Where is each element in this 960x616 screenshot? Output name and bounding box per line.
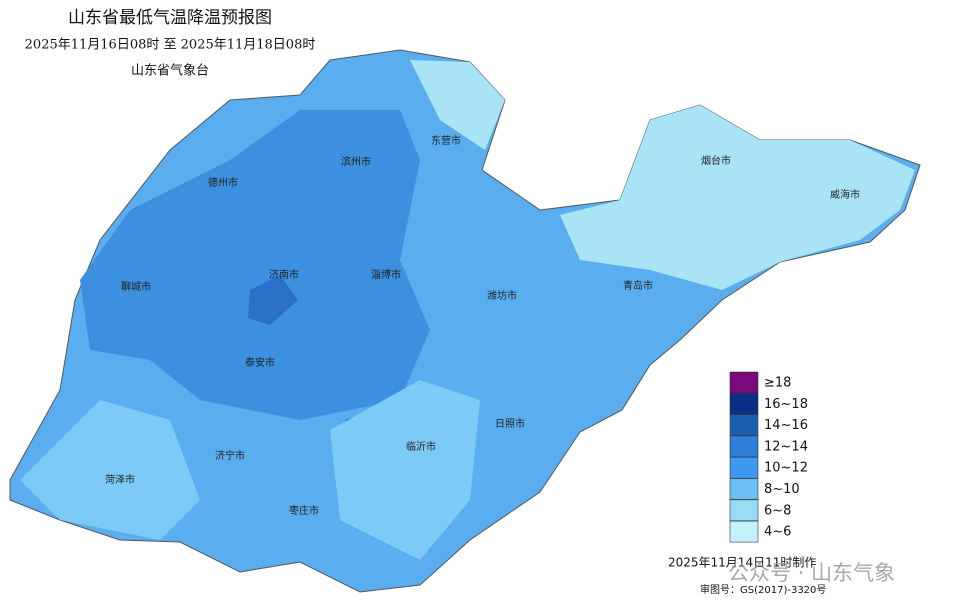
city-label: 东营市: [431, 134, 461, 147]
legend-label: 4~6: [764, 525, 791, 540]
city-label: 滨州市: [341, 155, 371, 168]
legend-label: 8~10: [764, 482, 800, 497]
city-label: 聊城市: [121, 280, 151, 293]
title: 山东省最低气温降温预报图: [68, 8, 272, 28]
city-label: 威海市: [830, 188, 860, 201]
legend-swatch: [729, 392, 759, 415]
city-label: 泰安市: [245, 356, 275, 369]
city-label: 青岛市: [623, 279, 653, 292]
legend-swatch: [729, 499, 759, 522]
period: 2025年11月16日08时 至 2025年11月18日08时: [25, 38, 316, 53]
legend-swatch: [729, 371, 759, 394]
legend-label: ≥18: [764, 376, 791, 391]
cool-region-north: [410, 60, 505, 150]
legend: ≥18 16~18 14~16 12~14 10~12 8~10 6~8 4~6: [729, 371, 808, 543]
city-label: 菏泽市: [105, 473, 135, 486]
legend-label: 14~16: [764, 418, 808, 433]
legend-swatch: [729, 520, 759, 543]
city-label: 烟台市: [701, 154, 731, 167]
city-label: 日照市: [495, 417, 525, 430]
legend-label: 12~14: [764, 439, 808, 454]
city-label: 潍坊市: [487, 289, 517, 302]
cool-region-east: [560, 105, 915, 290]
city-label: 淄博市: [371, 268, 401, 281]
legend-swatch: [729, 414, 759, 436]
city-label: 临沂市: [406, 440, 436, 453]
cool-region-southwest: [20, 400, 200, 540]
city-label: 德州市: [208, 176, 238, 189]
legend-label: 10~12: [764, 461, 808, 476]
made-time: 2025年11月14日11时制作: [668, 556, 816, 570]
city-label: 济宁市: [215, 449, 245, 462]
city-label: 枣庄市: [289, 504, 319, 517]
legend-swatch: [729, 435, 759, 458]
city-labels: 东营市 滨州市 德州市 烟台市 威海市 淄博市 济南市 聊城市 潍坊市 青岛市 …: [105, 134, 860, 517]
approval-number: 审图号：GS(2017)-3320号: [700, 583, 826, 596]
warm-core: [248, 275, 298, 325]
legend-label: 16~18: [764, 397, 808, 412]
issuer: 山东省气象台: [131, 63, 209, 79]
legend-label: 6~8: [764, 503, 791, 518]
watermark: 公众号 · 山东气象: [728, 561, 895, 585]
legend-swatch: [729, 478, 759, 500]
legend-swatch: [729, 456, 759, 479]
warm-region-west: [80, 110, 430, 420]
city-label: 济南市: [269, 268, 299, 281]
cool-region-south: [330, 380, 480, 560]
